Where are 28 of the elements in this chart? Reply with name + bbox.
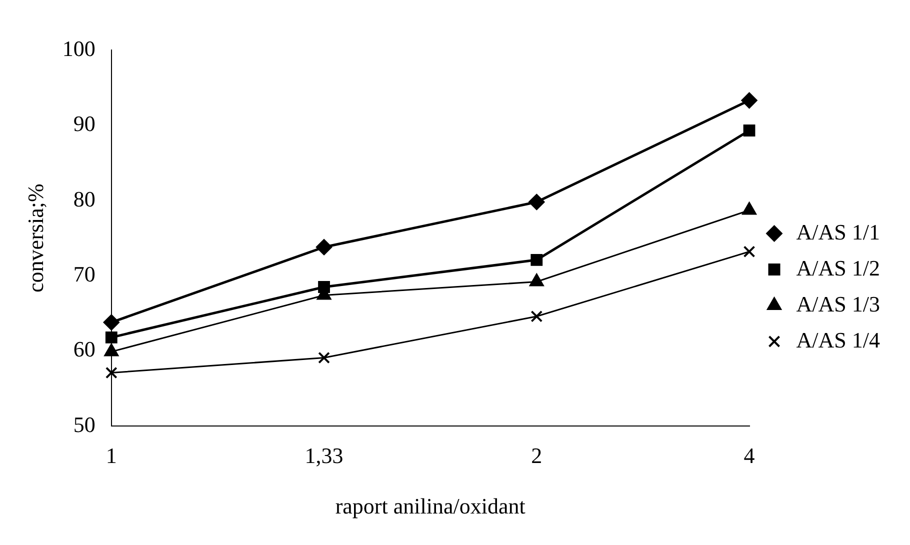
y-axis-title: conversia;% [22, 184, 48, 292]
x-tick-label: 4 [744, 443, 755, 468]
y-tick-label: 90 [73, 111, 96, 136]
legend-label: A/AS 1/3 [796, 291, 880, 316]
point [105, 331, 118, 344]
point [318, 281, 330, 293]
point [530, 254, 543, 266]
point [103, 314, 120, 330]
point [741, 92, 758, 108]
point [528, 194, 545, 210]
point [743, 246, 756, 258]
y-tick-label: 70 [73, 262, 96, 286]
point [316, 239, 332, 256]
x-tick-label: 1,33 [304, 443, 344, 468]
y-tick-label: 60 [73, 336, 96, 362]
y-tick-label: 50 [73, 412, 96, 437]
point [318, 352, 330, 364]
point [530, 310, 543, 322]
legend-label: A/AS 1/4 [796, 327, 880, 352]
y-tick-label: 100 [62, 36, 96, 61]
y-tick-label: 80 [73, 186, 96, 212]
legend-label: A/AS 1/1 [796, 219, 880, 244]
point [743, 124, 756, 136]
x-tick-label: 1 [106, 443, 117, 468]
point [105, 366, 118, 379]
x-tick-label: 2 [531, 443, 542, 468]
legend-label: A/AS 1/2 [796, 255, 880, 280]
x-axis-title: raport anilina/oxidant [335, 494, 526, 519]
